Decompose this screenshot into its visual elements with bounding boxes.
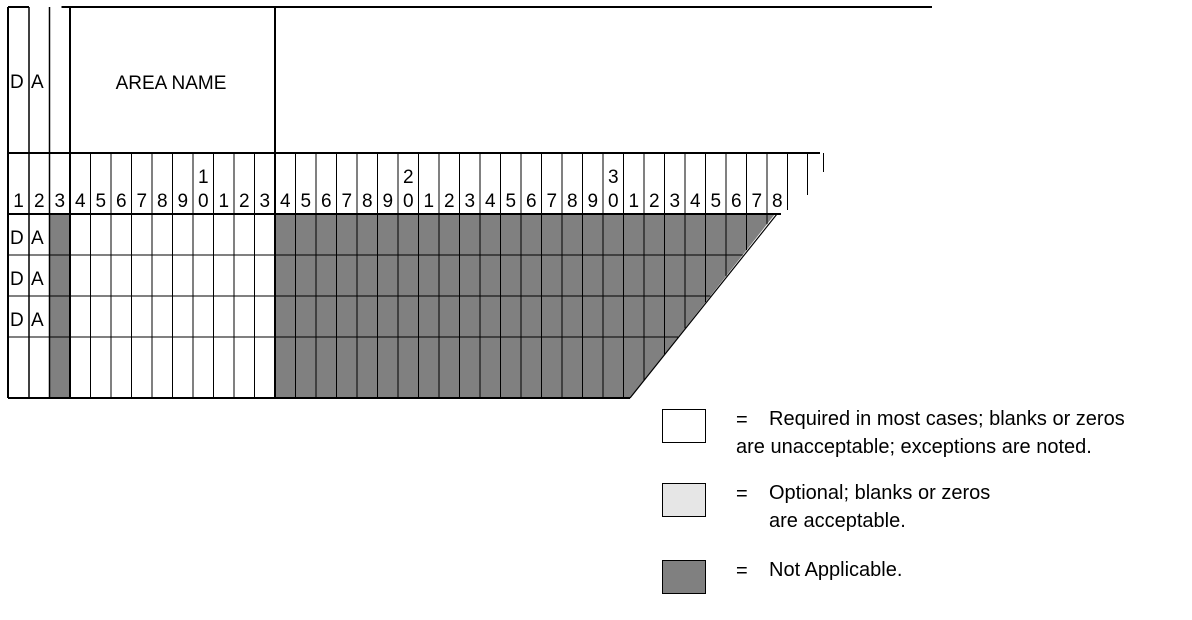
column-number-tens: 1 [198,167,209,188]
row-label-d: D [10,228,24,249]
column-number-tens: 3 [608,167,619,188]
legend-text: Optional; blanks or zeros [769,482,991,504]
column-number: 7 [341,191,352,212]
column-number: 3 [54,191,65,212]
column-number: 4 [485,191,496,212]
column-number: 8 [772,191,783,212]
column-number: 2 [444,191,455,212]
column-number: 5 [505,191,516,212]
column-number: 6 [321,191,332,212]
legend-text: are acceptable. [769,510,906,532]
row-labels: D AD AD A [10,228,44,331]
column-number: 0 [608,191,619,212]
column-number: 9 [587,191,598,212]
column-number: 0 [403,191,414,212]
column-number: 3 [464,191,475,212]
column-number: 9 [177,191,188,212]
area-name-label: AREA NAME [116,73,227,94]
column-number: 0 [198,191,209,212]
legend-equals: = [736,560,748,582]
legend-item: = Required in most cases; blanks or zeros… [662,408,1192,469]
legend-text: are unacceptable; exceptions are noted. [736,436,1092,458]
column-number: 5 [95,191,106,212]
column-number: 2 [34,191,45,212]
legend-swatch [662,409,706,443]
column-number: 8 [157,191,168,212]
row-label-a: A [31,310,44,331]
column-numbers: 1 2 3 4 5 6 7 8 910 1 2 3 4 5 6 7 8 920 1 2 3 4 5 6 7 8 930 1 2 3 4 5 6 7… [13,167,782,212]
na-region-shade [275,214,775,398]
column-number: 7 [546,191,557,212]
column-number: 1 [423,191,434,212]
column-number: 6 [526,191,537,212]
not-applicable-shading [49,214,775,398]
column-number: 7 [751,191,762,212]
row-label-d: D [10,310,24,331]
legend-swatch [662,483,706,517]
column-number: 5 [710,191,721,212]
legend-equals: = [736,409,748,431]
col3-shade [49,214,70,398]
column-number: 5 [300,191,311,212]
column-number: 2 [649,191,660,212]
column-number: 4 [280,191,291,212]
legend-swatch [662,560,706,594]
column-number: 8 [362,191,373,212]
column-number: 8 [567,191,578,212]
legend-text: Required in most cases; blanks or zeros [769,408,1125,430]
grid-lines [7,6,932,399]
column-number: 7 [136,191,147,212]
column-number-tens: 2 [403,167,414,188]
legend-equals: = [736,483,748,505]
column-number: 1 [218,191,229,212]
record-layout-diagram: D A AREA NAME 1 2 3 4 5 6 7 8 910 1 2 3 4 5 6 7 8 920 1 2 3 4… [7,6,932,399]
column-number: 1 [628,191,639,212]
header-col1-label: D [10,72,24,93]
column-number: 1 [13,191,24,212]
column-number: 6 [116,191,127,212]
column-number: 2 [239,191,250,212]
column-number: 6 [731,191,742,212]
slanted-edge [629,213,778,399]
row-label-a: A [31,228,44,249]
column-number: 3 [259,191,270,212]
header-col2-label: A [31,72,44,93]
legend-text: Not Applicable. [769,559,903,581]
row-label-d: D [10,269,24,290]
column-number: 4 [75,191,86,212]
column-number: 3 [669,191,680,212]
row-label-a: A [31,269,44,290]
legend-item: = Not Applicable. [662,559,1192,620]
column-number: 4 [690,191,701,212]
column-number: 9 [382,191,393,212]
legend-item: = Optional; blanks or zeros are acceptable… [662,482,1192,543]
